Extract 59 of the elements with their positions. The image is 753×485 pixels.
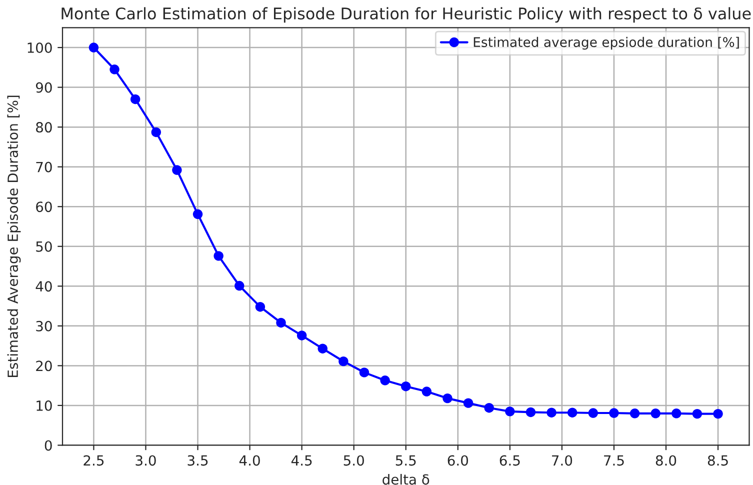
y-tick-label: 100 — [28, 42, 52, 54]
y-tick-label: 0 — [44, 440, 52, 451]
y-tick-label: 70 — [36, 162, 52, 172]
legend-label: Estimated average epsiode duration [%] — [474, 36, 739, 50]
x-tick-label: 6.5 — [500, 455, 520, 466]
point — [88, 42, 99, 52]
point — [588, 408, 598, 418]
point — [276, 318, 286, 328]
point — [130, 94, 140, 104]
point — [692, 408, 702, 419]
point — [422, 386, 432, 396]
x-axis-title: delta δ — [382, 474, 430, 485]
point — [318, 344, 328, 354]
x-tick-label: 4.5 — [291, 455, 312, 466]
x-tick-label: 2.5 — [84, 455, 104, 466]
point — [401, 382, 411, 392]
point — [110, 64, 120, 74]
point — [359, 368, 370, 378]
y-tick-label: 10 — [36, 400, 52, 411]
x-tick-label: 8.0 — [656, 455, 676, 466]
point — [172, 165, 182, 175]
point — [630, 408, 640, 418]
point — [234, 280, 244, 291]
point — [567, 408, 578, 418]
point — [505, 406, 515, 416]
chart-title: Monte Carlo Estimation of Episode Duration for Heuristic Policy with respect to δ value — [62, 7, 751, 23]
y-tick-label: 40 — [36, 281, 52, 292]
y-tick-label: 80 — [36, 122, 52, 133]
y-tick-label: 30 — [36, 320, 52, 332]
point — [151, 127, 162, 138]
x-tick-label: 7.0 — [552, 455, 572, 466]
y-tick-label: 60 — [36, 202, 52, 212]
y-tick-label: 50 — [36, 241, 52, 252]
x-tick-label: 7.5 — [604, 455, 624, 466]
point — [255, 302, 266, 312]
point — [484, 402, 494, 413]
x-tick-label: 6.0 — [448, 455, 468, 466]
point — [713, 408, 723, 419]
x-tick-label: 8.5 — [708, 455, 728, 466]
x-tick-label: 5.5 — [396, 455, 416, 466]
x-tick-label: 5.0 — [344, 455, 364, 466]
point — [296, 330, 307, 340]
point — [672, 408, 682, 418]
x-tick-label: 4.0 — [239, 455, 260, 466]
y-axis-title: Estimated Average Episode Duration [%] — [7, 96, 21, 377]
y-tick-label: 90 — [36, 82, 52, 93]
point — [463, 398, 474, 408]
y-tick-label: 20 — [36, 360, 52, 372]
point — [442, 393, 452, 404]
point — [214, 251, 224, 261]
x-tick-label: 3.0 — [136, 455, 156, 466]
x-tick-label: 3.5 — [188, 455, 208, 466]
point — [338, 356, 348, 366]
point — [526, 407, 536, 418]
point — [380, 376, 390, 386]
point — [546, 408, 556, 418]
point — [192, 209, 203, 220]
point — [650, 408, 660, 418]
point — [609, 408, 619, 418]
